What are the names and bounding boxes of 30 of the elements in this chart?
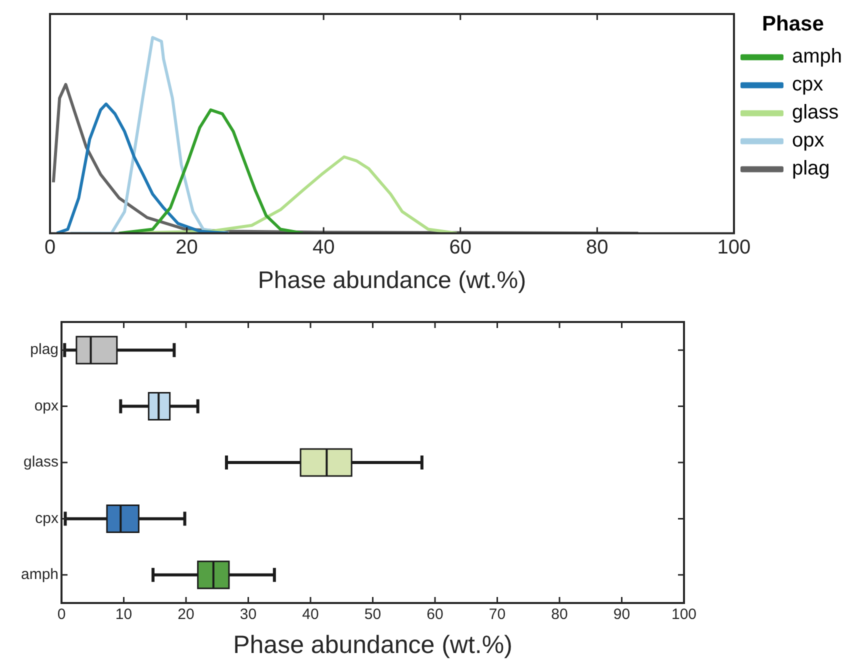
x-tick-label: 60 (449, 236, 472, 259)
y-tick-label: plag (30, 341, 59, 358)
y-tick-label: cpx (35, 510, 60, 527)
x-tick-label: 80 (586, 236, 608, 259)
x-axis-title: Phase abundance (wt.%) (258, 267, 526, 294)
x-tick-label: 70 (488, 606, 506, 624)
x-tick-label: 100 (717, 236, 751, 259)
x-tick-label: 20 (178, 606, 194, 624)
legend-label: plag (792, 158, 830, 180)
legend-title: Phase (762, 12, 824, 36)
legend-label: amph (792, 46, 842, 68)
x-tick-label: 10 (115, 606, 132, 624)
x-tick-label: 80 (551, 606, 568, 624)
legend-label: glass (792, 102, 839, 124)
x-tick-label: 60 (426, 606, 444, 624)
x-tick-label: 20 (176, 236, 198, 259)
x-axis-title: Phase abundance (wt.%) (233, 630, 512, 659)
x-tick-label: 40 (302, 606, 319, 624)
legend-label: cpx (792, 74, 824, 96)
x-tick-label: 0 (44, 236, 56, 259)
x-tick-label: 90 (613, 606, 630, 624)
x-tick-label: 100 (671, 606, 697, 624)
y-tick-label: amph (20, 566, 59, 584)
legend-label: opx (792, 130, 824, 152)
y-tick-label: opx (34, 397, 60, 414)
x-tick-label: 0 (57, 606, 66, 624)
x-tick-label: 30 (240, 606, 257, 624)
x-tick-label: 50 (364, 606, 382, 624)
x-tick-label: 40 (312, 236, 335, 259)
y-tick-label: glass (23, 454, 59, 471)
